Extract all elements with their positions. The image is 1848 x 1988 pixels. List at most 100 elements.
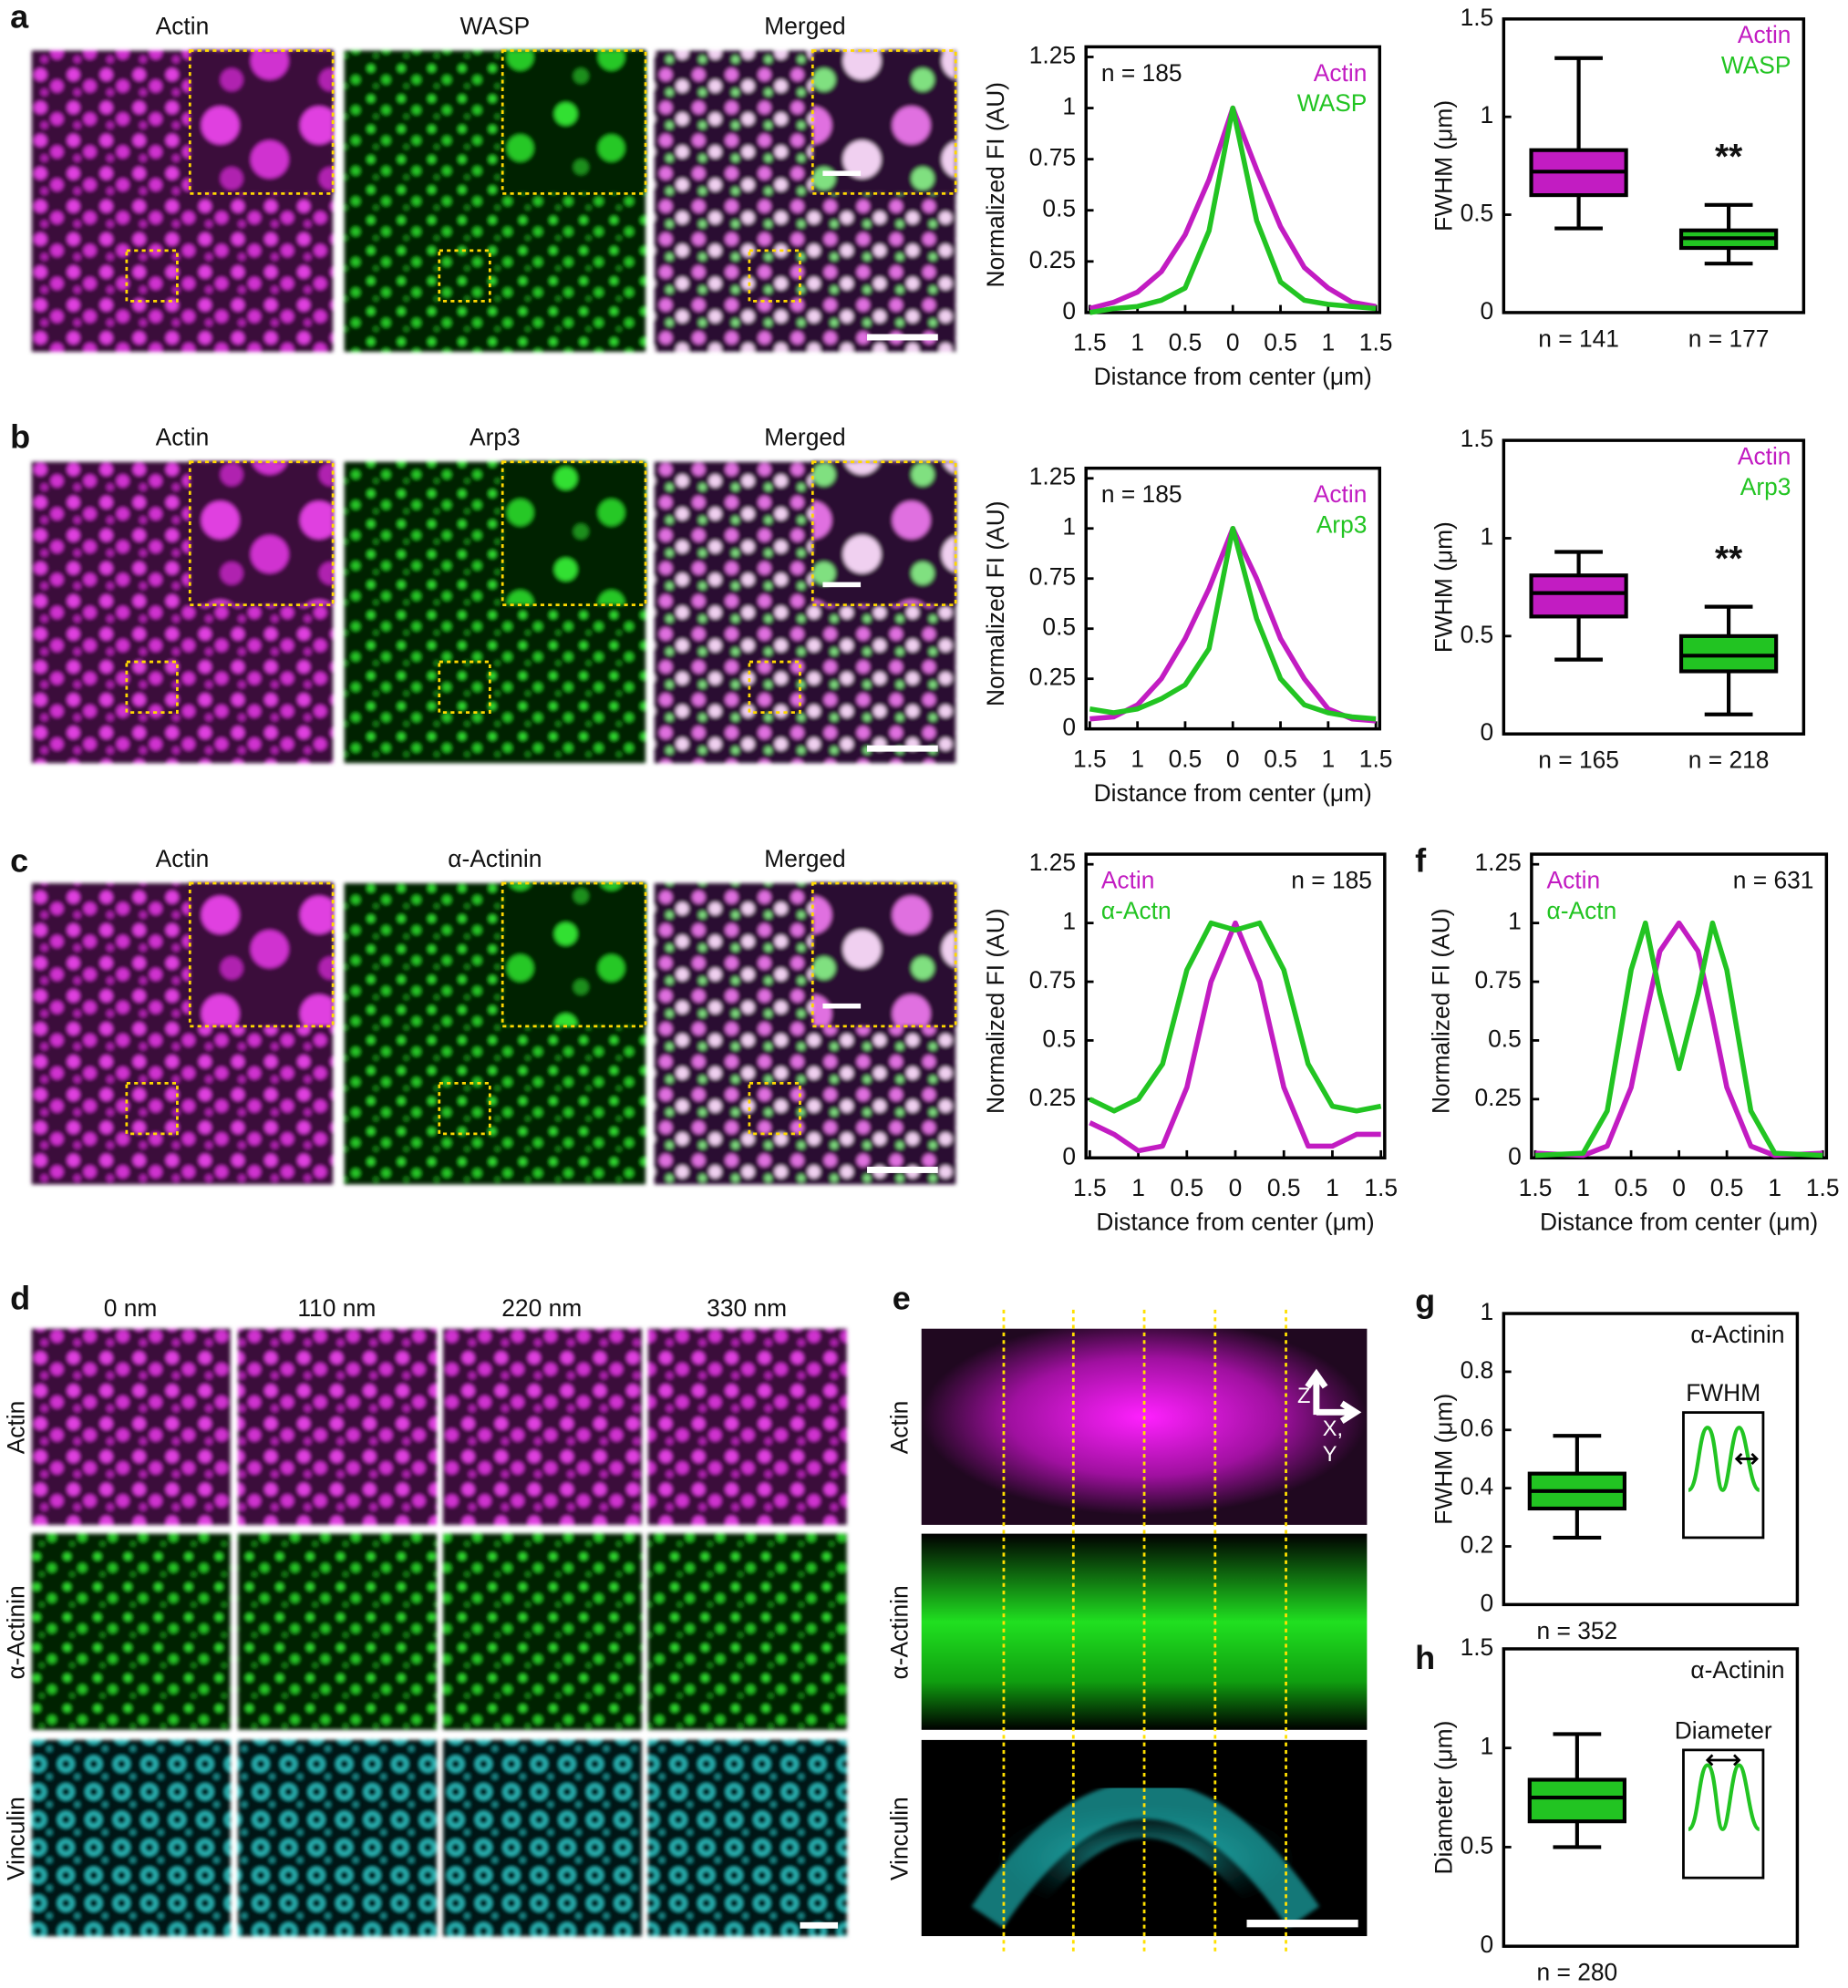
panel-letter: f xyxy=(1415,841,1427,879)
box xyxy=(1527,1777,1626,1824)
legend-entry: Actin xyxy=(1101,867,1155,894)
x-tick-label: 0.5 xyxy=(1615,1174,1648,1201)
inset-border xyxy=(188,460,335,606)
scale-bar xyxy=(822,582,862,588)
panel-letter: g xyxy=(1415,1282,1435,1319)
image-title: α-Actinin xyxy=(448,845,542,872)
panel-letter: h xyxy=(1415,1639,1435,1676)
y-tick-label: 0.25 xyxy=(1474,1084,1521,1111)
image-title: Actin xyxy=(156,13,210,40)
legend-entry: Actin xyxy=(1738,443,1791,470)
axes-frame xyxy=(1084,45,1382,314)
roi-box xyxy=(438,249,491,303)
x-tick-label: 0.5 xyxy=(1264,329,1297,356)
inset xyxy=(502,461,646,605)
profile-line xyxy=(1089,525,1377,722)
x-tick-label: 0 xyxy=(1226,745,1240,772)
y-tick-label: 0 xyxy=(1481,1931,1494,1958)
roi-box xyxy=(748,1081,801,1136)
scale-bar xyxy=(822,1003,862,1009)
y-tick-label: 1 xyxy=(1481,522,1494,550)
column-label: 220 nm xyxy=(501,1294,582,1322)
legend-entry: α-Actn xyxy=(1101,897,1172,924)
x-tick-label: 0.5 xyxy=(1169,745,1203,772)
y-axis-title: Normalized FI (AU) xyxy=(982,82,1009,288)
panel-letter: b xyxy=(10,417,30,455)
category-label: n = 141 xyxy=(1538,324,1619,352)
y-tick-label: 1 xyxy=(1481,1733,1494,1760)
image-title: Merged xyxy=(764,424,845,451)
micrograph xyxy=(647,1739,847,1937)
inset-label: FWHM xyxy=(1686,1379,1760,1406)
legend-entry: Arp3 xyxy=(1740,473,1791,500)
x-axis-title: Distance from center (μm) xyxy=(1096,1208,1374,1235)
x-tick-label: 1 xyxy=(1768,1174,1781,1201)
row-label: α-Actinin xyxy=(885,1585,913,1679)
x-tick-label: 1.5 xyxy=(1806,1174,1840,1201)
legend-entry: Arp3 xyxy=(1316,510,1368,538)
micrograph xyxy=(31,1328,231,1525)
profile-line xyxy=(1089,920,1382,1114)
y-axis-title: Diameter (μm) xyxy=(1430,1721,1457,1875)
axis-label: Y xyxy=(1323,1443,1337,1467)
x-tick-label: 0.5 xyxy=(1710,1174,1744,1201)
x-tick-label: 1.5 xyxy=(1359,745,1393,772)
image-title: Arp3 xyxy=(470,424,521,451)
inset-border xyxy=(810,460,957,606)
y-tick-label: 1 xyxy=(1481,101,1494,129)
y-tick-label: 0 xyxy=(1062,714,1076,741)
y-axis-title: Normalized FI (AU) xyxy=(982,908,1009,1114)
x-tick-label: 0 xyxy=(1672,1174,1686,1201)
panel-letter: c xyxy=(10,841,28,879)
inset xyxy=(190,883,334,1026)
inset-border xyxy=(188,881,335,1028)
x-axis-title: Distance from center (μm) xyxy=(1540,1208,1818,1235)
profile-line xyxy=(1089,105,1377,312)
y-axis-title: FWHM (μm) xyxy=(1430,100,1457,232)
annotation: n = 185 xyxy=(1101,59,1182,87)
axes-frame xyxy=(1502,1647,1800,1948)
inset-border xyxy=(501,460,647,606)
y-tick-label: 0.75 xyxy=(1029,563,1076,591)
profile-line xyxy=(1534,920,1823,1159)
micrograph xyxy=(238,1533,438,1730)
y-tick-label: 1 xyxy=(1508,908,1522,935)
x-tick-label: 1.5 xyxy=(1359,329,1393,356)
y-tick-label: 1.5 xyxy=(1461,4,1494,31)
scale-bar xyxy=(822,170,862,176)
roi-box xyxy=(748,660,801,714)
x-axis-title: Distance from center (μm) xyxy=(1094,779,1372,807)
y-axis-title: FWHM (μm) xyxy=(1430,1394,1457,1525)
inset-frame xyxy=(1682,1411,1765,1540)
box xyxy=(1529,573,1628,619)
x-tick-label: 1 xyxy=(1321,329,1335,356)
y-tick-label: 0.25 xyxy=(1029,246,1076,273)
inset-border xyxy=(810,49,957,195)
category-label: n = 218 xyxy=(1688,747,1770,774)
row-label: Actin xyxy=(2,1401,29,1455)
category-label: n = 280 xyxy=(1537,1959,1618,1986)
y-tick-label: 1.25 xyxy=(1029,463,1076,490)
inset-frame xyxy=(1682,1748,1765,1880)
panel-letter: a xyxy=(10,0,29,35)
y-tick-label: 0.5 xyxy=(1042,195,1076,222)
y-tick-label: 0.5 xyxy=(1042,613,1076,641)
y-tick-label: 0.8 xyxy=(1461,1356,1494,1384)
category-label: n = 177 xyxy=(1688,324,1770,352)
axis-label: X, xyxy=(1323,1417,1343,1441)
axis-label: Z xyxy=(1297,1385,1310,1408)
y-tick-label: 0.75 xyxy=(1029,144,1076,171)
y-tick-label: 0.5 xyxy=(1461,621,1494,648)
x-tick-label: 1.5 xyxy=(1073,329,1107,356)
inset xyxy=(190,461,334,605)
axis-arrows xyxy=(1305,1368,1362,1424)
x-tick-label: 1 xyxy=(1130,329,1144,356)
roi-box xyxy=(748,249,801,303)
micrograph xyxy=(442,1533,642,1730)
y-axis-title: FWHM (μm) xyxy=(1430,521,1457,653)
annotation: α-Actinin xyxy=(1690,1656,1784,1684)
inset xyxy=(502,883,646,1026)
category-label: n = 165 xyxy=(1538,747,1619,774)
